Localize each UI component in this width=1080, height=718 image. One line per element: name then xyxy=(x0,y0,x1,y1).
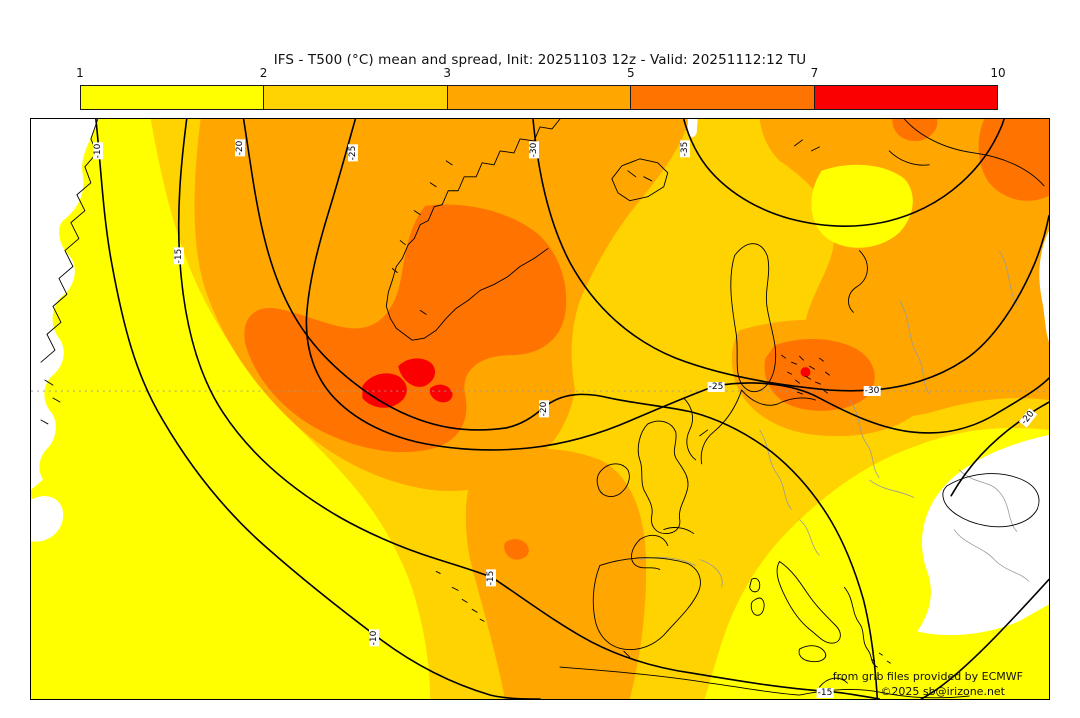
contour-label: -25 xyxy=(707,382,725,392)
spread-fill-regions xyxy=(31,119,1049,699)
colorbar-tick: 7 xyxy=(810,66,819,80)
colorbar-segment-5-7 xyxy=(630,86,814,109)
colorbar xyxy=(80,85,998,110)
colorbar-segment-7-10 xyxy=(813,86,998,109)
contour-label: -10 xyxy=(93,142,103,160)
contour-minus25 xyxy=(305,119,1049,451)
coastlines xyxy=(40,119,1045,699)
contour-minus10 xyxy=(95,119,541,699)
colorbar-tick: 3 xyxy=(443,66,452,80)
contour-label: -15 xyxy=(486,569,496,587)
attribution-source: from grib files provided by ECMWF xyxy=(832,670,1023,683)
contour-label: -20 xyxy=(539,400,549,418)
colorbar-segment-3-5 xyxy=(446,86,631,109)
colorbar-tick: 5 xyxy=(626,66,635,80)
contour-minus20-east xyxy=(950,401,1049,497)
page-title: IFS - T500 (°C) mean and spread, Init: 2… xyxy=(273,52,807,68)
contour-label: -25 xyxy=(348,144,358,162)
contour-label: -35 xyxy=(680,140,690,158)
colorbar-tick-labels: 1 2 3 5 7 10 xyxy=(0,66,1080,82)
forecast-map: -10 -20 -25 -30 -35 -15 -20 -25 -30 -20 … xyxy=(30,118,1050,700)
colorbar-tick: 10 xyxy=(990,66,1006,80)
contour-minus15-east xyxy=(920,578,1049,699)
contour-minus15 xyxy=(177,119,881,699)
contour-label: -30 xyxy=(529,141,539,159)
contour-label: -30 xyxy=(863,386,881,396)
colorbar-segment-1-2 xyxy=(81,86,264,109)
contour-label: -15 xyxy=(174,247,184,265)
contour-minus30 xyxy=(532,119,1049,392)
colorbar-segment-2-3 xyxy=(263,86,447,109)
colorbar-tick: 2 xyxy=(259,66,268,80)
attribution-copyright: ©2025 sb@irizone.net xyxy=(880,685,1005,698)
contour-minus35 xyxy=(682,119,1005,227)
contour-label: -15 xyxy=(816,688,834,698)
contour-label: -20 xyxy=(235,139,245,157)
mean-contour-lines xyxy=(95,119,1049,699)
contour-minus20 xyxy=(242,119,879,699)
colorbar-tick: 1 xyxy=(76,66,84,80)
contour-label: -10 xyxy=(369,629,379,647)
